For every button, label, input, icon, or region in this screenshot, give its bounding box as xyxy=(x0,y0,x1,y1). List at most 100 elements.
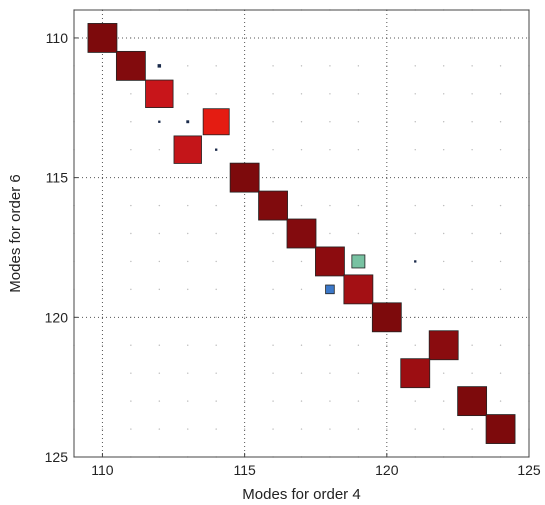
grid-dot xyxy=(215,372,217,374)
grid-dot xyxy=(272,148,274,151)
grid-dot xyxy=(471,316,473,319)
grid-dot xyxy=(215,344,217,346)
grid-dot xyxy=(272,176,274,179)
grid-dot xyxy=(272,260,274,263)
x-tick-label: 110 xyxy=(91,462,114,478)
grid-dot xyxy=(272,232,274,235)
grid-dot xyxy=(130,400,132,402)
grid-dot xyxy=(272,288,274,291)
grid-dot xyxy=(187,65,189,67)
data-point xyxy=(485,414,516,444)
data-point xyxy=(87,23,118,53)
grid-dot xyxy=(300,288,303,291)
grid-dot xyxy=(215,288,217,291)
grid-dot xyxy=(499,121,502,123)
data-point xyxy=(173,135,202,164)
grid-dot xyxy=(442,65,445,67)
grid-dot xyxy=(442,288,445,291)
grid-dot xyxy=(101,232,104,235)
data-point xyxy=(229,162,260,193)
grid-dot xyxy=(130,344,132,346)
grid-dot xyxy=(187,37,189,39)
grid-dot xyxy=(300,65,303,67)
grid-dot xyxy=(442,121,445,123)
data-point xyxy=(145,79,174,108)
grid-dot xyxy=(499,93,502,95)
grid-dot xyxy=(300,400,303,402)
grid-dot xyxy=(386,288,388,291)
grid-dot xyxy=(499,400,502,402)
grid-dot xyxy=(272,428,274,430)
data-point xyxy=(186,120,190,124)
grid-dot xyxy=(187,344,189,346)
grid-dot xyxy=(499,372,502,374)
grid-dot xyxy=(101,428,104,430)
data-point xyxy=(400,358,431,389)
grid-dot xyxy=(357,204,360,207)
data-point xyxy=(414,260,417,263)
grid-dot xyxy=(101,204,104,207)
grid-dot xyxy=(329,65,331,67)
x-axis-label: Modes for order 4 xyxy=(242,486,360,503)
grid-dot xyxy=(243,344,246,346)
grid-dot xyxy=(329,428,331,430)
grid-dot xyxy=(442,316,445,319)
grid-dot xyxy=(357,121,360,123)
grid-dot xyxy=(329,232,331,235)
grid-dot xyxy=(158,400,161,402)
grid-dot xyxy=(272,400,274,402)
grid-dot xyxy=(442,176,445,179)
grid-dot xyxy=(101,288,104,291)
grid-dot xyxy=(471,93,473,95)
grid-dot xyxy=(471,121,473,123)
x-tick-label: 120 xyxy=(375,462,399,478)
grid-dot xyxy=(272,37,274,39)
data-point xyxy=(157,64,162,68)
grid-dot xyxy=(130,93,132,95)
grid-dot xyxy=(215,93,217,95)
grid-dot xyxy=(243,204,246,207)
grid-dot xyxy=(442,400,445,402)
grid-dot xyxy=(215,428,217,430)
data-point xyxy=(325,284,335,295)
grid-dot xyxy=(215,260,217,263)
grid-dot xyxy=(471,344,473,346)
grid-dot xyxy=(300,316,303,319)
grid-dot xyxy=(130,372,132,374)
grid-dot xyxy=(243,260,246,263)
grid-dot xyxy=(187,316,189,319)
grid-dot xyxy=(215,176,217,179)
grid-dot xyxy=(158,288,161,291)
grid-dot xyxy=(300,176,303,179)
grid-dot xyxy=(300,204,303,207)
grid-dot xyxy=(386,372,388,374)
grid-dot xyxy=(101,400,104,402)
grid-dot xyxy=(471,176,473,179)
grid-dot xyxy=(187,232,189,235)
data-point xyxy=(351,254,366,269)
grid-dot xyxy=(300,372,303,374)
grid-dot xyxy=(158,344,161,346)
data-points xyxy=(87,23,516,444)
x-tick-label: 125 xyxy=(517,462,541,478)
grid-dot xyxy=(386,260,388,263)
grid-dot xyxy=(300,428,303,430)
grid-dot xyxy=(243,372,246,374)
grid-dot xyxy=(471,232,473,235)
grid-dot xyxy=(499,260,502,263)
grid-dot xyxy=(158,372,161,374)
grid-dot xyxy=(101,344,104,346)
data-point xyxy=(371,302,402,333)
grid-dot xyxy=(272,121,274,123)
grid-dot xyxy=(187,372,189,374)
grid-dot xyxy=(158,204,161,207)
grid-dot xyxy=(499,344,502,346)
grid-dot xyxy=(414,93,416,95)
grid-dot xyxy=(414,65,416,67)
grid-dot xyxy=(499,316,502,319)
grid-dot xyxy=(499,37,502,39)
grid-dot xyxy=(357,232,360,235)
grid-dot xyxy=(101,372,104,374)
grid-dot xyxy=(499,148,502,151)
